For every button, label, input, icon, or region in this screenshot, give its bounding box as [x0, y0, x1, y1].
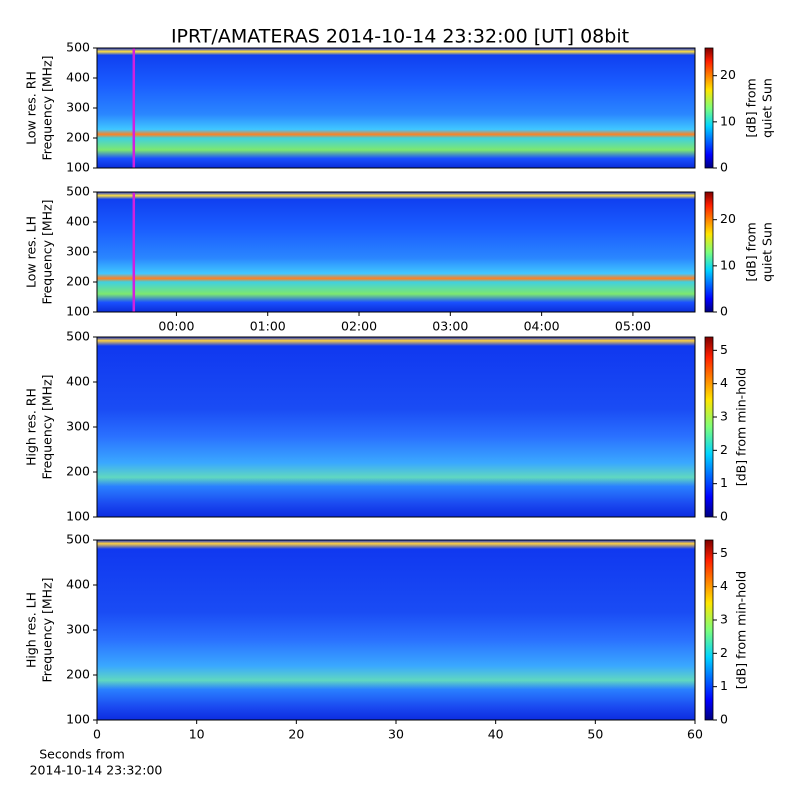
x-tick-label: 05:00	[615, 319, 651, 334]
colorbar	[704, 336, 714, 518]
colorbar-tick-label: 5	[720, 342, 728, 357]
figure-title: IPRT/AMATERAS 2014-10-14 23:32:00 [UT] 0…	[171, 26, 629, 48]
x-tick-label: 03:00	[432, 319, 468, 334]
spectrogram	[97, 337, 695, 517]
x-tick-label: 10	[189, 727, 205, 742]
y-tick-label: 400	[66, 70, 90, 85]
y-axis-label: High res. RH	[24, 388, 39, 466]
x-axis-label: 2014-10-14 23:32:00	[30, 763, 163, 778]
colorbar	[704, 539, 714, 721]
y-axis-label: Frequency [MHz]	[40, 199, 55, 304]
colorbar-tick-label: 0	[720, 160, 728, 175]
x-tick-label: 30	[388, 727, 404, 742]
y-tick-label: 100	[66, 304, 90, 319]
x-tick-label: 60	[687, 727, 703, 742]
y-tick-label: 300	[66, 419, 90, 434]
colorbar-tick-label: 2	[720, 442, 728, 457]
colorbar-tick-label: 0	[720, 712, 728, 727]
x-tick-label: 0	[93, 727, 101, 742]
x-tick-label: 40	[488, 727, 504, 742]
x-tick-label: 00:00	[158, 319, 194, 334]
y-tick-label: 100	[66, 160, 90, 175]
x-tick-label: 02:00	[341, 319, 377, 334]
y-tick-label: 200	[66, 130, 90, 145]
y-tick-label: 100	[66, 509, 90, 524]
y-tick-label: 200	[66, 667, 90, 682]
colorbar-tick-label: 10	[720, 257, 736, 272]
y-tick-label: 400	[66, 214, 90, 229]
colorbar-tick-label: 0	[720, 304, 728, 319]
colorbar-tick-label: 1	[720, 678, 728, 693]
colorbar-tick-label: 10	[720, 113, 736, 128]
colorbar-tick-label: 4	[720, 375, 728, 390]
colorbar-tick-label: 5	[720, 545, 728, 560]
colorbar-tick-label: 1	[720, 475, 728, 490]
spectrogram	[97, 540, 695, 720]
y-tick-label: 200	[66, 464, 90, 479]
x-tick-label: 50	[587, 727, 603, 742]
y-tick-label: 400	[66, 577, 90, 592]
colorbar-tick-label: 20	[720, 67, 736, 82]
spectrogram	[97, 48, 695, 168]
x-tick-label: 20	[288, 727, 304, 742]
x-tick-label: 04:00	[524, 319, 560, 334]
y-tick-label: 500	[66, 184, 90, 199]
colorbar-tick-label: 4	[720, 578, 728, 593]
colorbar-label: [dB] from min-hold	[734, 571, 749, 689]
y-axis-label: Frequency [MHz]	[40, 55, 55, 160]
y-tick-label: 100	[66, 712, 90, 727]
y-axis-label: High res. LH	[24, 592, 39, 668]
colorbar-tick-label: 20	[720, 211, 736, 226]
colorbar-tick-label: 3	[720, 409, 728, 424]
y-tick-label: 300	[66, 622, 90, 637]
x-axis-label: Seconds from	[39, 747, 125, 762]
x-tick-label: 01:00	[250, 319, 286, 334]
colorbar-label: [dB] from min-hold	[734, 368, 749, 486]
y-axis-label: Low res. LH	[24, 216, 39, 288]
colorbar-label: quiet Sun	[760, 78, 775, 138]
y-tick-label: 300	[66, 100, 90, 115]
y-tick-label: 500	[66, 40, 90, 55]
colorbar-tick-label: 2	[720, 645, 728, 660]
colorbar-label: [dB] from	[744, 78, 759, 137]
y-tick-label: 300	[66, 244, 90, 259]
colorbar-label: quiet Sun	[760, 222, 775, 282]
y-axis-label: Frequency [MHz]	[40, 374, 55, 479]
y-tick-label: 200	[66, 274, 90, 289]
colorbar	[704, 191, 714, 313]
colorbar-label: [dB] from	[744, 222, 759, 281]
y-tick-label: 500	[66, 532, 90, 547]
y-tick-label: 500	[66, 329, 90, 344]
spectrogram	[97, 192, 695, 312]
colorbar-tick-label: 0	[720, 509, 728, 524]
y-axis-label: Low res. RH	[24, 71, 39, 145]
colorbar	[704, 47, 714, 169]
y-tick-label: 400	[66, 374, 90, 389]
colorbar-tick-label: 3	[720, 612, 728, 627]
y-axis-label: Frequency [MHz]	[40, 577, 55, 682]
